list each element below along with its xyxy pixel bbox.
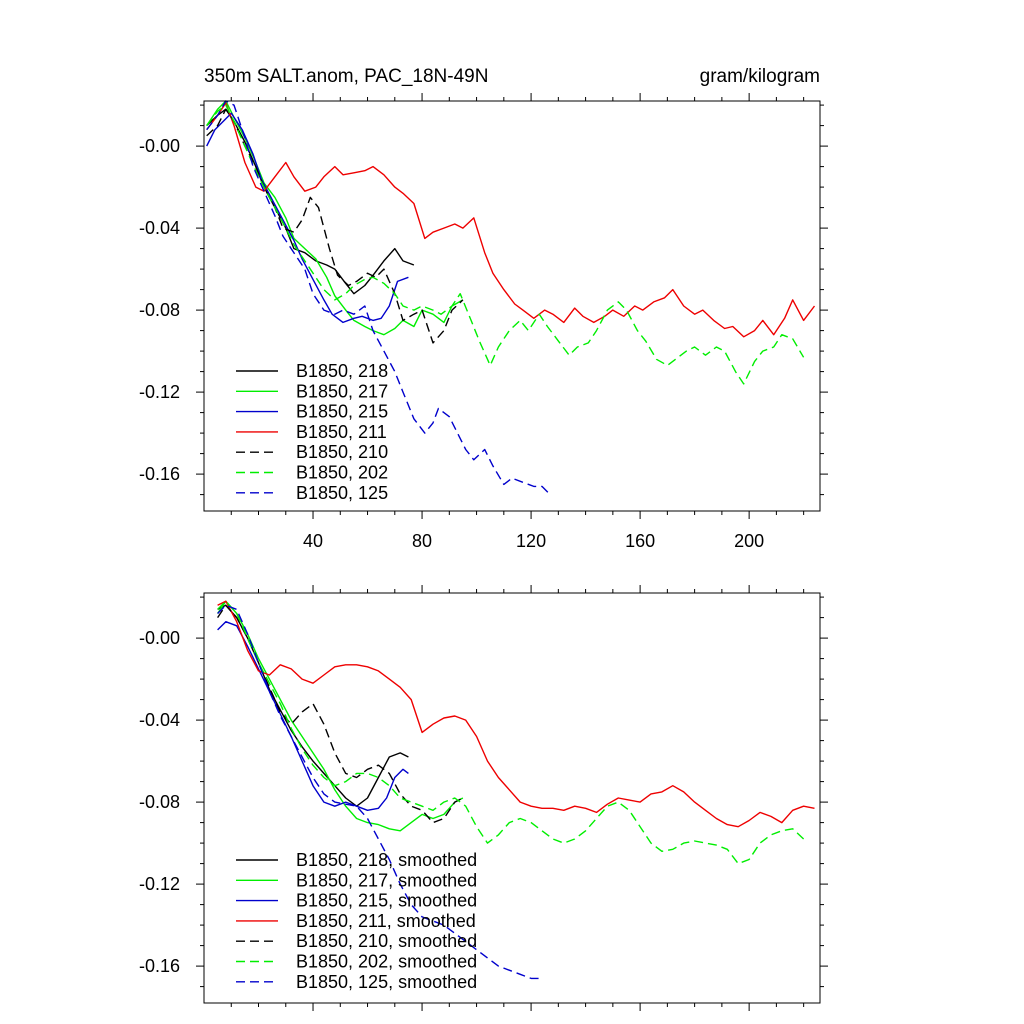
chart-units: gram/kilogram: [700, 66, 820, 87]
series-line: [217, 600, 464, 832]
series-line: [206, 108, 464, 344]
y-tick-label: -0.00: [139, 136, 180, 156]
axes-ticks: 40 80 120 160 200 -0.00 -0.04 -0.08 -0.12 -0.16: [139, 93, 828, 551]
series-line: [206, 100, 464, 336]
legend-label: B1850, 210: [296, 442, 388, 462]
x-tick-label: 160: [625, 531, 655, 551]
y-tick-label: -0.12: [139, 874, 180, 894]
legend-label: B1850, 202: [296, 463, 388, 483]
legend-label: B1850, 218: [296, 361, 388, 381]
axes-ticks: -0.00 -0.04 -0.08 -0.12 -0.16: [139, 585, 828, 1011]
x-tick-label: 40: [303, 531, 323, 551]
series-lines: [206, 100, 816, 496]
legend-label: B1850, 211, smoothed: [296, 911, 476, 931]
series-line: [217, 600, 805, 865]
plot-frame: [203, 100, 821, 512]
legend-label: B1850, 217, smoothed: [296, 870, 477, 890]
series-line: [217, 604, 542, 980]
smoothed-chart-panel: -0.00 -0.04 -0.08 -0.12 -0.16 B1850, 218, sm…: [139, 585, 828, 1011]
legend-label: B1850, 211: [296, 422, 387, 442]
y-tick-label: -0.08: [139, 300, 180, 320]
legend-label: B1850, 210, smoothed: [296, 931, 477, 951]
x-tick-label: 120: [516, 531, 546, 551]
y-tick-label: -0.00: [139, 628, 180, 648]
legend-label: B1850, 218, smoothed: [296, 850, 477, 870]
x-tick-label: 80: [412, 531, 432, 551]
series-line: [217, 604, 409, 807]
series-line: [217, 621, 409, 811]
series-line: [206, 108, 415, 295]
legend-label: B1850, 215: [296, 402, 388, 422]
y-tick-label: -0.16: [139, 956, 180, 976]
legend-label: B1850, 215, smoothed: [296, 891, 477, 911]
legend-label: B1850, 125: [296, 483, 388, 503]
legend-label: B1850, 202, smoothed: [296, 952, 477, 972]
series-lines: [217, 600, 815, 980]
x-tick-label: 200: [734, 531, 764, 551]
series-line: [206, 104, 805, 385]
y-tick-label: -0.04: [139, 710, 180, 730]
y-tick-label: -0.08: [139, 792, 180, 812]
legend-label: B1850, 125, smoothed: [296, 972, 477, 992]
y-tick-label: -0.12: [139, 382, 180, 402]
chart-title: 350m SALT.anom, PAC_18N-49N: [204, 66, 488, 87]
legend-label: B1850, 217: [296, 381, 388, 401]
y-tick-label: -0.16: [139, 464, 180, 484]
y-tick-label: -0.04: [139, 218, 180, 238]
series-line: [217, 604, 464, 824]
plot-frame: [203, 592, 821, 1004]
series-line: [206, 100, 551, 496]
series-line: [206, 112, 409, 324]
raw-chart-panel: 350m SALT.anom, PAC_18N-49N gram/kilogra…: [139, 66, 828, 551]
series-line: [217, 600, 815, 828]
series-line: [206, 102, 816, 338]
